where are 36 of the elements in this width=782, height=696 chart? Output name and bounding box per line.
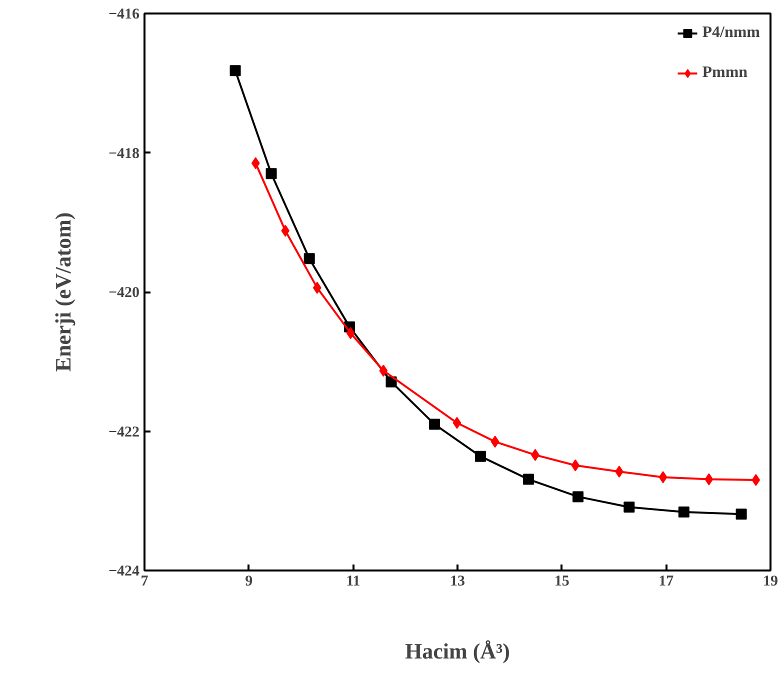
point [474, 450, 486, 462]
x-axis-title: Hacim (Å³) [405, 638, 510, 664]
legend-label: Pmmn [702, 64, 748, 82]
x-tick-label: 13 [450, 574, 465, 590]
x-tick-label: 11 [346, 574, 360, 590]
point [281, 224, 290, 237]
point [678, 506, 690, 518]
point [346, 327, 355, 340]
point [266, 168, 277, 180]
point [429, 418, 440, 430]
point [490, 436, 500, 448]
legend-label: P4/nmm [702, 24, 760, 42]
point [522, 474, 534, 485]
x-tick-label: 15 [554, 574, 570, 590]
point [452, 416, 462, 429]
point [658, 471, 668, 484]
y-axis-title: Enerji (eV/atom) [50, 212, 76, 372]
y-tick-label: −420 [108, 285, 140, 301]
point [571, 459, 580, 472]
x-tick-label: 19 [763, 574, 778, 590]
x-tick-label: 9 [245, 574, 253, 590]
point [304, 253, 315, 264]
point [624, 502, 635, 513]
point [572, 491, 584, 502]
x-tick-label: 17 [658, 574, 674, 590]
point [736, 508, 747, 520]
point [379, 364, 388, 377]
y-tick-label: −418 [108, 146, 140, 162]
y-tick-label: −422 [108, 424, 140, 440]
point [230, 65, 241, 76]
point [704, 473, 714, 486]
x-tick-label: 7 [140, 574, 149, 590]
y-tick-label: −416 [108, 6, 140, 22]
point [251, 157, 260, 170]
point [752, 474, 760, 486]
y-tick-label: −424 [108, 564, 140, 580]
